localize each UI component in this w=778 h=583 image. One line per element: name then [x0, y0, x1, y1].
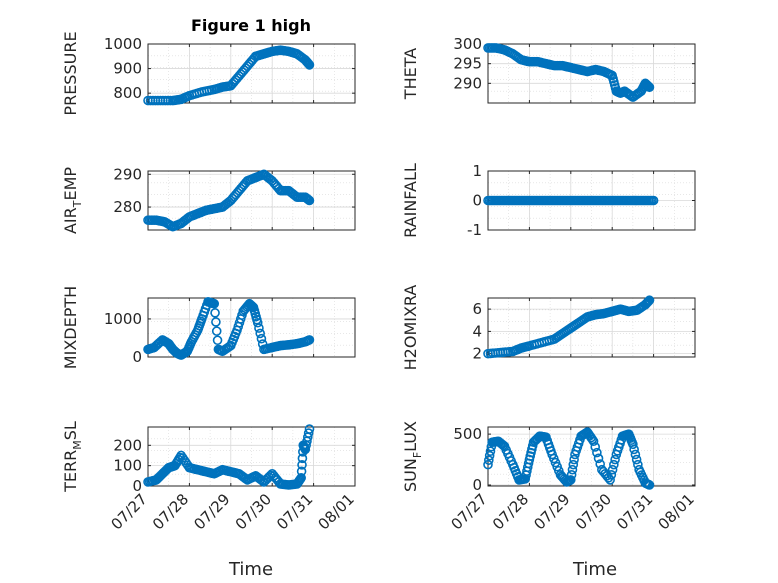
panel-2-ytick-label: 290 — [453, 74, 482, 92]
panel-6-axes-box — [487, 297, 696, 358]
panel-8-data-point — [568, 459, 579, 470]
panel-6-ytick-label: 2 — [472, 345, 482, 363]
panel-8-data-point — [609, 459, 619, 470]
panel-5-data-point — [211, 317, 221, 327]
panel-8-data-point — [483, 459, 493, 470]
panel-5-data-point — [254, 323, 264, 333]
panel-1-ytick-label: 900 — [113, 60, 142, 78]
panel-8-data-point — [565, 475, 576, 485]
panel-7-data-point — [297, 460, 307, 470]
panel-5-ytick-label: 0 — [132, 348, 142, 366]
panel-3-ytick-label: 290 — [113, 165, 142, 183]
panel-8-data-point — [569, 454, 579, 465]
panel-8-data-point — [567, 464, 578, 475]
panel-1-axes-box — [147, 43, 356, 104]
figure-title: Figure 1 high — [191, 16, 311, 35]
panel-7-ylabel: TERRMSL — [61, 421, 84, 493]
panel-5-data-point — [252, 317, 263, 328]
panel-8-data-point — [498, 440, 509, 451]
panel-1-data-point — [304, 60, 315, 70]
panel-5-data-point — [212, 335, 223, 346]
x-axis-label-right: Time — [572, 559, 617, 580]
panel-7-ytick-label: 0 — [132, 477, 142, 495]
panel-8-data-point — [484, 455, 494, 465]
panel-2-data-point — [644, 82, 655, 93]
panel-8-data-point — [484, 450, 495, 461]
panel-1-ylabel: PRESSURE — [61, 31, 80, 115]
panel-5-ylabel: MIXDEPTH — [61, 286, 80, 369]
x-axis-label-left: Time — [228, 559, 273, 580]
panel-7-data-point — [303, 428, 314, 438]
panel-4-ylabel: RAINFALL — [401, 163, 420, 238]
panel-8-data-point — [605, 475, 615, 485]
panel-8-data-point — [631, 454, 642, 465]
panel-8-data-point — [595, 459, 605, 469]
panel-5-data-point — [211, 326, 222, 336]
panel-5-data-point — [210, 308, 220, 318]
panel-6-ytick-label: 6 — [472, 300, 482, 318]
panel-3-ylabel: AIRTEMP — [61, 167, 84, 234]
panel-5-data-point — [255, 328, 265, 339]
panel-8-data-point — [603, 473, 614, 483]
panel-8-data-point — [607, 464, 618, 475]
panel-8-data-point — [588, 436, 599, 447]
panel-8-data-point — [485, 446, 496, 457]
panel-7-ytick-label: 200 — [113, 436, 142, 454]
panel-2-ytick-label: 300 — [453, 35, 482, 53]
panel-2-axes-box — [487, 43, 696, 104]
panel-8-ylabel: SUNFLUX — [401, 421, 424, 492]
panel-8-data-point — [630, 449, 641, 460]
panel-1-plot-area — [148, 44, 355, 103]
panel-8-data-point — [606, 470, 617, 480]
panel-2-ylabel: THETA — [401, 48, 420, 100]
panel-6-data-point — [644, 295, 655, 306]
panel-7-data-point — [265, 470, 276, 481]
panel-8-ytick-label: 500 — [453, 425, 482, 443]
panel-8-data-point — [566, 470, 577, 480]
panel-5-data-point — [209, 298, 220, 309]
panel-8-data-point — [593, 453, 604, 464]
panel-5-data-point — [256, 333, 267, 344]
panel-7-data-point — [296, 466, 307, 477]
panel-7-axes-box — [147, 426, 356, 487]
panel-4-ytick-label: -1 — [467, 221, 482, 239]
panel-1-ytick-label: 800 — [113, 84, 142, 102]
panel-3-axes-box — [147, 170, 356, 231]
panel-3-data-point — [304, 195, 315, 206]
panel-6-ylabel: H2OMIXRA — [401, 285, 420, 371]
panel-2-ytick-label: 295 — [453, 55, 482, 73]
panel-5-data-point — [304, 335, 315, 345]
panel-7-data-point — [297, 453, 308, 464]
panel-8-data-point — [610, 454, 620, 465]
panel-3-ytick-label: 280 — [113, 198, 142, 216]
panel-4-ytick-label: 0 — [472, 192, 482, 210]
panel-8-ytick-label: 0 — [472, 476, 482, 494]
panel-8-data-point — [590, 442, 601, 452]
panel-7-data-point — [304, 424, 315, 434]
panel-7-data-point — [296, 473, 306, 483]
panel-4-ytick-label: 1 — [472, 162, 482, 180]
panel-8-data-point — [592, 447, 602, 458]
panel-8-data-point — [644, 480, 655, 490]
panel-7-ytick-label: 100 — [113, 457, 142, 475]
panel-4-data-point — [648, 195, 659, 206]
panel-6-ytick-label: 4 — [472, 322, 482, 340]
panel-5-axes-box — [147, 297, 356, 358]
panel-1-ytick-label: 1000 — [104, 35, 142, 53]
panel-8-data-point — [628, 439, 638, 450]
panel-5-ytick-label: 1000 — [104, 310, 142, 328]
panel-8-data-point — [629, 444, 639, 455]
